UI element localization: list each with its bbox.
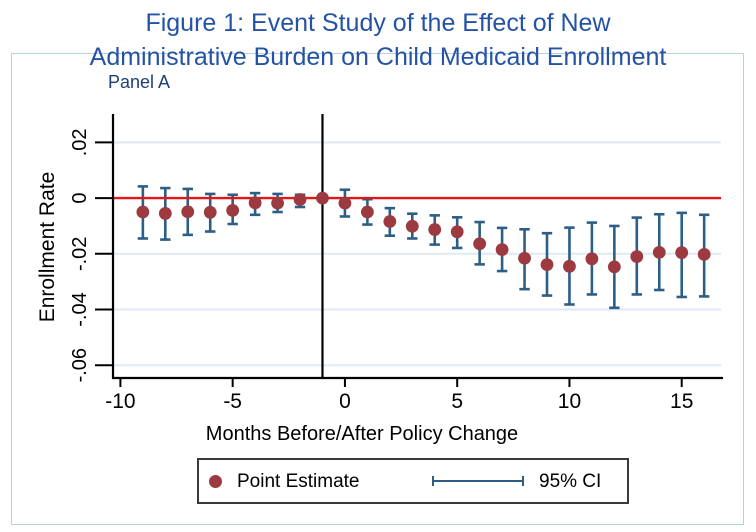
point-marker: [360, 205, 374, 219]
point-marker: [293, 193, 307, 206]
point-marker: [675, 246, 689, 260]
x-tick-label: 15: [670, 390, 693, 413]
point-marker: [181, 205, 195, 219]
figure-title-line1: Figure 1: Event Study of the Effect of N…: [145, 9, 611, 37]
y-tick-label: -.06: [69, 348, 91, 382]
point-marker: [630, 250, 644, 263]
point-marker: [473, 237, 487, 251]
legend-point-estimate-label: Point Estimate: [237, 471, 360, 492]
y-tick-label: 0: [69, 193, 91, 204]
point-marker: [158, 207, 172, 220]
point-marker: [518, 251, 531, 265]
point-marker: [652, 246, 666, 259]
legend: Point Estimate 95% CI: [197, 458, 629, 504]
point-marker: [428, 223, 442, 236]
point-marker: [383, 215, 397, 228]
point-marker: [271, 196, 284, 210]
point-marker: [405, 219, 419, 233]
point-marker: [495, 243, 509, 257]
figure-title-line2: Administrative Burden on Child Medicaid …: [89, 43, 667, 71]
point-marker: [607, 260, 621, 274]
point-marker: [697, 247, 711, 261]
x-tick-label: -10: [105, 390, 135, 413]
x-tick-label: 10: [558, 390, 581, 413]
x-axis-title: Months Before/After Policy Change: [205, 423, 519, 445]
point-marker: [203, 205, 217, 219]
legend-ci-label: 95% CI: [539, 471, 602, 492]
figure-border: [11, 53, 744, 525]
x-tick-label: 0: [339, 390, 351, 413]
figure-title: Figure 1: Event Study of the Effect of N…: [0, 6, 756, 74]
point-marker: [226, 203, 240, 217]
point-marker: [563, 259, 576, 273]
panel-label: Panel A: [108, 72, 171, 92]
point-marker: [316, 191, 329, 205]
point-marker: [450, 225, 464, 239]
ci-whisker-icon: [432, 476, 524, 486]
y-tick-label: -.02: [69, 237, 91, 271]
x-tick-label: -5: [223, 390, 242, 413]
point-marker: [540, 258, 554, 272]
point-marker: [338, 196, 352, 210]
point-marker: [248, 196, 262, 210]
point-marker: [136, 205, 150, 219]
x-tick-label: 5: [451, 390, 463, 413]
y-axis-title: Enrollment Rate: [36, 171, 59, 323]
point-marker: [585, 252, 599, 266]
point-estimate-marker-icon: [209, 475, 222, 488]
y-tick-label: -.04: [69, 292, 91, 326]
y-tick-label: .02: [69, 128, 91, 156]
